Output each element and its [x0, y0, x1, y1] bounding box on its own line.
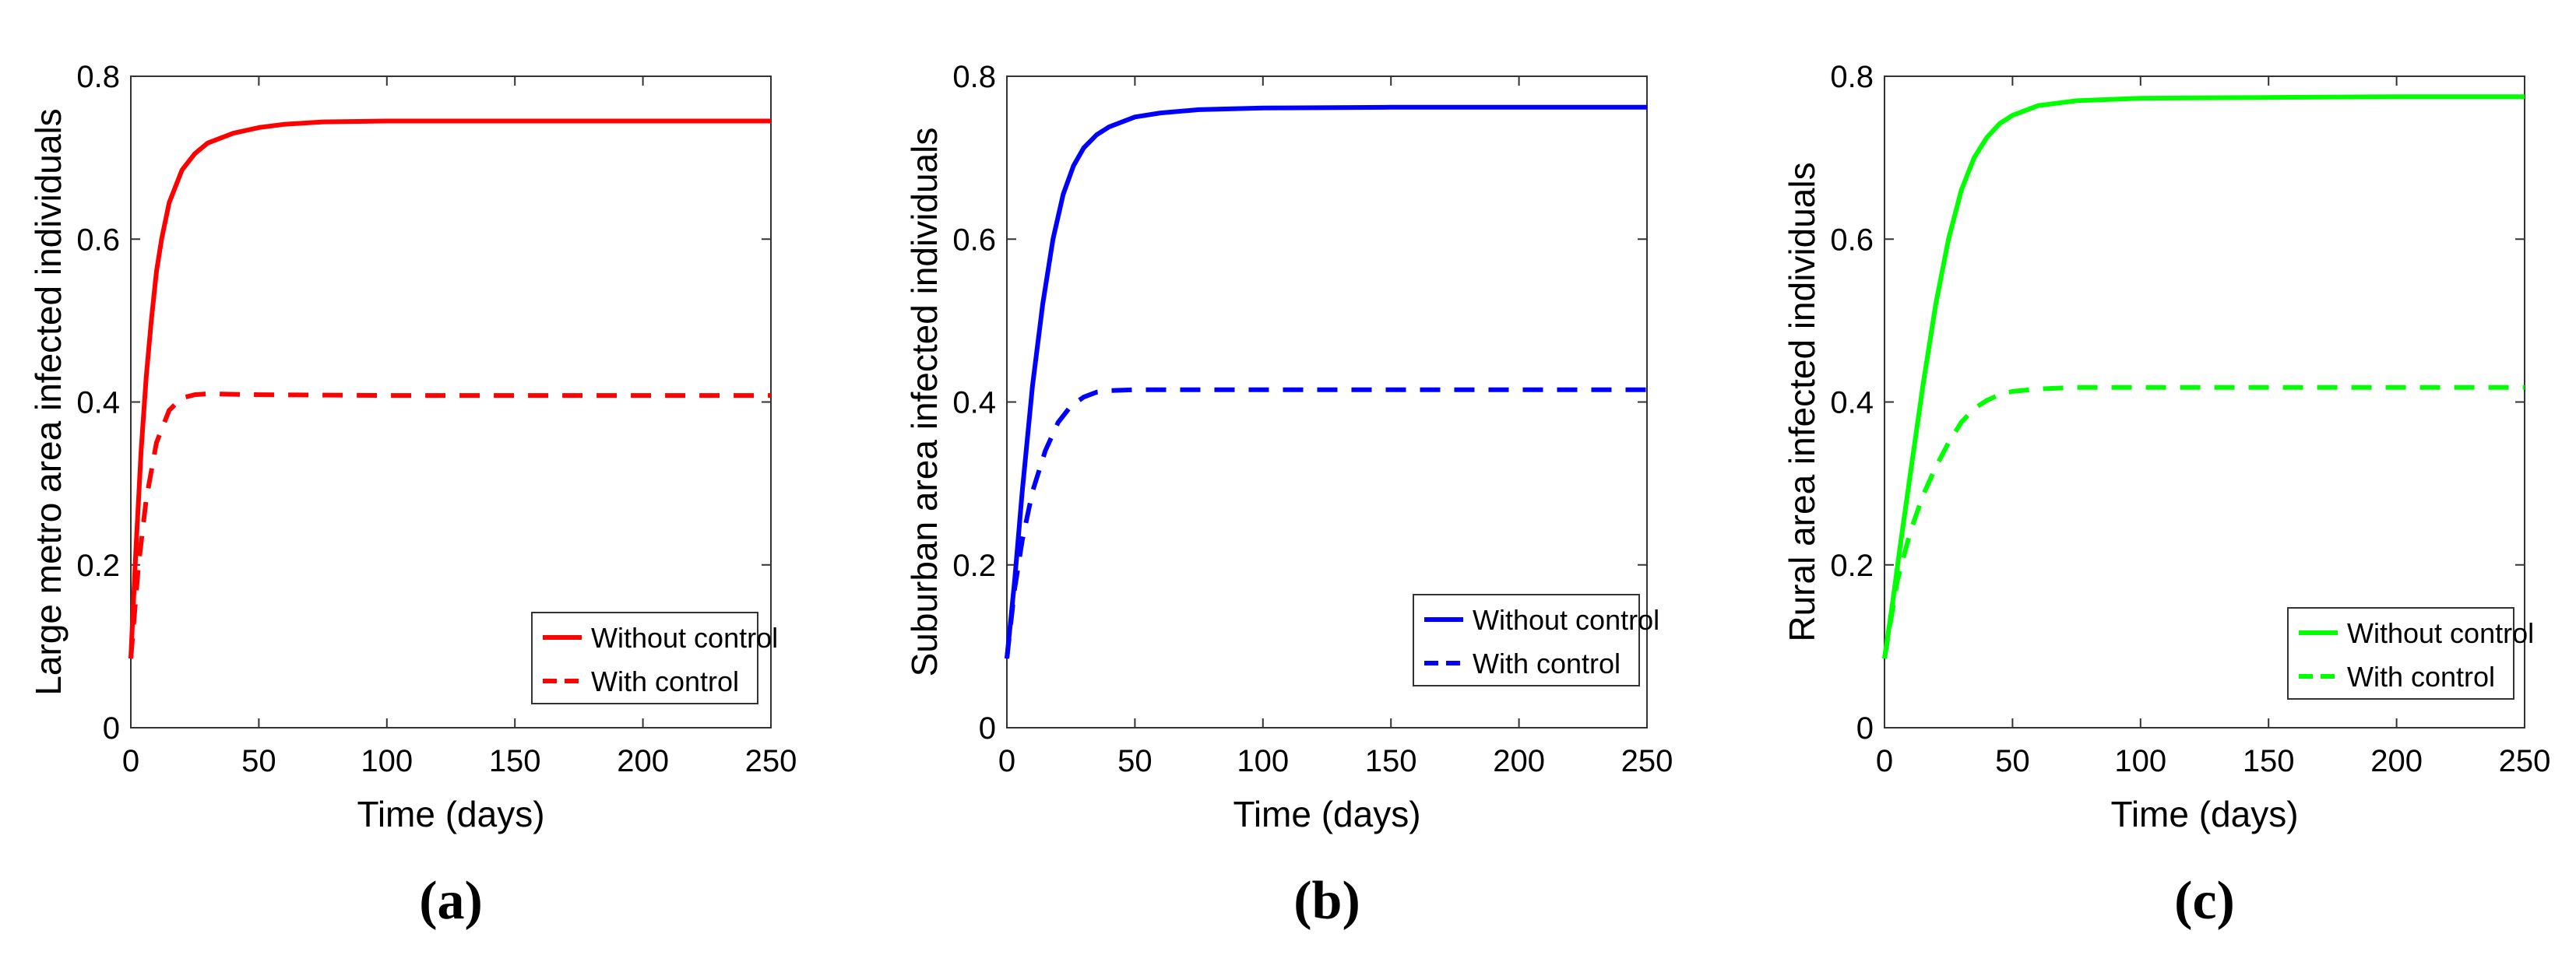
- y-tick-label: 0.4: [952, 386, 996, 420]
- x-tick-label: 50: [241, 744, 276, 778]
- y-tick-label: 0.4: [76, 386, 120, 420]
- panel-caption: (b): [1293, 871, 1360, 931]
- x-axis-label: Time (days): [357, 794, 544, 834]
- y-tick-label: 0.2: [1830, 549, 1874, 583]
- x-tick-label: 250: [745, 744, 797, 778]
- chart-panel-b: 0 50 100 150 200 250 0 0.2 0.4 0.6 0.8 Time (days) S…: [904, 60, 1673, 931]
- legend-box: [2287, 607, 2514, 700]
- x-tick-label: 150: [1365, 744, 1417, 778]
- legend-label: With control: [1473, 648, 1621, 679]
- x-tick-label: 100: [1237, 744, 1289, 778]
- series-line-with-control: [1005, 387, 1647, 659]
- x-tick-label: 100: [361, 744, 413, 778]
- x-tick-label: 50: [1117, 744, 1153, 778]
- y-tick-label: 0.4: [1830, 386, 1874, 420]
- x-tick-label: 200: [2370, 744, 2423, 778]
- y-tick-label: 0.6: [1830, 223, 1874, 257]
- chart-panel-a: 0 50 100 150 200 250 0 0.2 0.4 0.6 0.8 Time (days) L…: [28, 60, 797, 931]
- x-tick-label: 150: [2243, 744, 2295, 778]
- legend: Without control With control: [2287, 607, 2534, 700]
- y-tick-label: 0.8: [76, 60, 120, 94]
- y-axis-label: Suburban area infected individuals: [904, 128, 945, 677]
- x-tick-label: 200: [1493, 744, 1545, 778]
- chart-panel-c: 0 50 100 150 200 250 0 0.2 0.4 0.6 0.8 Time (days) R…: [1782, 60, 2550, 931]
- x-axis-label: Time (days): [1233, 794, 1420, 834]
- legend-label: Without control: [2347, 617, 2534, 649]
- legend: Without control With control: [531, 612, 778, 704]
- legend-label: With control: [591, 665, 739, 697]
- series-line-with-control: [1882, 384, 2525, 659]
- y-tick-label: 0: [979, 711, 996, 746]
- y-tick-label: 0.8: [1830, 60, 1874, 94]
- x-axis-label: Time (days): [2110, 794, 2298, 834]
- x-tick-label: 250: [2499, 744, 2551, 778]
- series-line-with-control: [128, 391, 771, 659]
- x-tick-label: 150: [489, 744, 541, 778]
- x-tick-label: 0: [1876, 744, 1893, 778]
- y-tick-label: 0.2: [952, 549, 996, 583]
- legend-box: [531, 612, 758, 704]
- y-tick-label: 0.8: [952, 60, 996, 94]
- legend-label: Without control: [591, 622, 778, 654]
- y-axis-label: Large metro area infected individuals: [28, 108, 69, 695]
- x-tick-label: 100: [2114, 744, 2166, 778]
- y-tick-label: 0.6: [76, 223, 120, 257]
- y-tick-label: 0: [103, 711, 120, 746]
- legend-label: With control: [2347, 661, 2495, 693]
- x-tick-label: 0: [998, 744, 1015, 778]
- legend: Without control With control: [1413, 594, 1659, 686]
- x-tick-label: 200: [617, 744, 669, 778]
- x-tick-label: 50: [1995, 744, 2030, 778]
- series-line-without-control: [1005, 104, 1647, 659]
- x-tick-label: 250: [1621, 744, 1673, 778]
- y-tick-label: 0.6: [952, 223, 996, 257]
- legend-label: Without control: [1473, 604, 1659, 636]
- panel-caption: (a): [419, 871, 483, 931]
- panel-caption: (c): [2174, 871, 2235, 931]
- y-tick-label: 0.2: [76, 549, 120, 583]
- y-tick-label: 0: [1856, 711, 1874, 746]
- series-line-without-control: [1882, 94, 2525, 659]
- legend-box: [1413, 594, 1640, 686]
- series-line-without-control: [128, 118, 771, 659]
- y-axis-label: Rural area infected individuals: [1782, 162, 1822, 641]
- x-tick-label: 0: [122, 744, 139, 778]
